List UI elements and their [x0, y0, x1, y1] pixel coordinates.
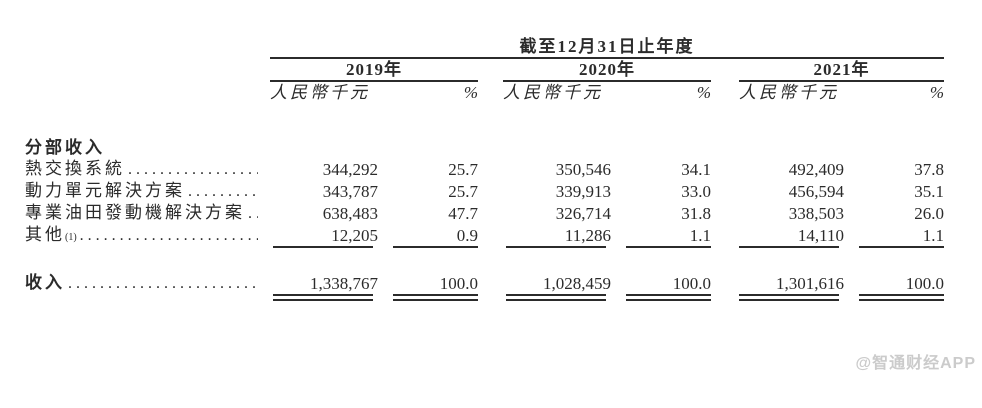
percent-cell: 34.1: [681, 160, 711, 179]
value-cell: 638,483: [322, 204, 378, 223]
value-cell: 343,787: [322, 182, 378, 201]
spacer-row: [25, 103, 944, 137]
value-cell: 1,028,459: [543, 274, 611, 293]
value-cell: 14,110: [797, 226, 844, 245]
percent-cell: 25.7: [448, 182, 478, 201]
double-rule: [859, 294, 944, 301]
value-cell: 344,292: [322, 160, 378, 179]
dot-leader: [188, 181, 258, 202]
percent-cell: 33.0: [681, 182, 711, 201]
table-row: 專業油田發動機解決方案 638,483 47.7 326,714 31.8 33…: [25, 202, 944, 224]
percent-cell: 47.7: [448, 204, 478, 223]
single-rule: [273, 246, 373, 248]
section-header-row: 分部收入: [25, 137, 944, 158]
percent-cell: 37.8: [914, 160, 944, 179]
value-cell: 492,409: [788, 160, 844, 179]
dot-leader: [80, 225, 258, 246]
value-cell: 12,205: [331, 226, 378, 245]
title-row: 截至12月31日止年度: [25, 36, 944, 57]
percent-cell: 26.0: [914, 204, 944, 223]
single-rule: [626, 246, 711, 248]
unit-label-2021: 人民幣千元: [739, 83, 839, 102]
row-label: 專業油田發動機解決方案: [25, 202, 270, 224]
double-rule: [393, 294, 478, 301]
value-cell: 350,546: [555, 160, 611, 179]
single-rule: [506, 246, 606, 248]
year-header-row: 2019年 2020年 2021年: [25, 59, 944, 82]
percent-cell: 100.0: [439, 274, 478, 293]
row-label: 其他 (1): [25, 224, 270, 246]
percent-label-2020: %: [696, 83, 711, 102]
total-label: 收入: [25, 272, 270, 294]
percent-label-2021: %: [929, 83, 944, 102]
value-cell: 456,594: [788, 182, 844, 201]
table-row: 動力單元解決方案 343,787 25.7 339,913 33.0 456,5…: [25, 180, 944, 202]
spacer-row: [25, 248, 944, 272]
row-label: 熱交換系統: [25, 158, 270, 180]
value-cell: 339,913: [555, 182, 611, 201]
double-rule: [739, 294, 839, 301]
total-row: 收入 1,338,767 100.0 1,028,459 100.0 1,301…: [25, 272, 944, 294]
footnote-marker: (1): [65, 232, 77, 243]
dot-leader: [68, 273, 258, 294]
value-cell: 1,338,767: [310, 274, 378, 293]
single-rule: [739, 246, 839, 248]
percent-cell: 0.9: [456, 226, 478, 245]
single-rule: [393, 246, 478, 248]
year-header-2019: 2019年: [270, 59, 478, 82]
unit-label-2019: 人民幣千元: [270, 83, 370, 102]
section-header: 分部收入: [25, 138, 105, 157]
percent-cell: 1.1: [689, 226, 711, 245]
header-top-rule: [270, 57, 944, 59]
single-rule-row: [25, 246, 944, 248]
year-header-2020: 2020年: [503, 59, 711, 82]
percent-label-2019: %: [463, 83, 478, 102]
double-rule: [273, 294, 373, 301]
double-rule-row: [25, 294, 944, 301]
value-cell: 338,503: [788, 204, 844, 223]
table-row: 熱交換系統 344,292 25.7 350,546 34.1 492,409 …: [25, 158, 944, 180]
value-cell: 11,286: [564, 226, 611, 245]
value-cell: 326,714: [555, 204, 611, 223]
units-row: 人民幣千元 % 人民幣千元 % 人民幣千元 %: [25, 81, 944, 103]
double-rule: [506, 294, 606, 301]
percent-cell: 1.1: [922, 226, 944, 245]
watermark: @智通财经APP: [855, 355, 976, 372]
dot-leader: [128, 159, 258, 180]
table-title: 截至12月31日止年度: [519, 37, 695, 56]
percent-cell: 35.1: [914, 182, 944, 201]
year-header-2021: 2021年: [739, 59, 944, 82]
percent-cell: 25.7: [448, 160, 478, 179]
single-rule: [859, 246, 944, 248]
percent-cell: 31.8: [681, 204, 711, 223]
double-rule: [626, 294, 711, 301]
table-row: 其他(1) 12,205 0.9 11,286 1.1 14,110 1.1: [25, 224, 944, 246]
dot-leader: [248, 203, 258, 224]
segment-revenue-table: 截至12月31日止年度 2019年 2020年 2021年 人民幣千元 % 人民…: [25, 36, 944, 301]
row-label: 動力單元解決方案: [25, 180, 270, 202]
unit-label-2020: 人民幣千元: [503, 83, 603, 102]
value-cell: 1,301,616: [776, 274, 844, 293]
percent-cell: 100.0: [672, 274, 711, 293]
top-rule-row: [25, 57, 944, 59]
percent-cell: 100.0: [905, 274, 944, 293]
